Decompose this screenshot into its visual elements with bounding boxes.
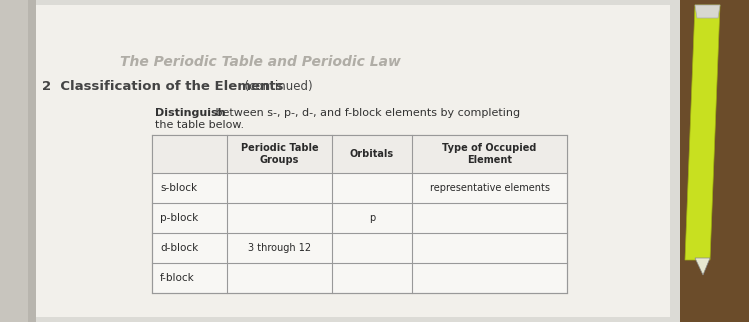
Text: representative elements: representative elements	[429, 183, 550, 193]
Polygon shape	[0, 0, 680, 322]
Text: (continued): (continued)	[237, 80, 312, 93]
Text: p: p	[369, 213, 375, 223]
Polygon shape	[10, 5, 670, 317]
Text: s-block: s-block	[160, 183, 197, 193]
Text: Type of Occupied
Element: Type of Occupied Element	[443, 143, 537, 165]
Bar	[152, 135, 567, 293]
Bar	[152, 135, 567, 173]
Text: d-block: d-block	[160, 243, 198, 253]
Text: f-block: f-block	[160, 273, 195, 283]
Bar	[28, 0, 36, 322]
Polygon shape	[695, 258, 710, 275]
Text: 2  Classification of the Elements: 2 Classification of the Elements	[42, 80, 284, 93]
Text: 3 through 12: 3 through 12	[248, 243, 311, 253]
Text: The Periodic Table and Periodic Law: The Periodic Table and Periodic Law	[120, 55, 401, 69]
Text: between s-, p-, d-, and f-block elements by completing: between s-, p-, d-, and f-block elements…	[212, 108, 520, 118]
Text: Distinguish: Distinguish	[155, 108, 225, 118]
Text: the table below.: the table below.	[155, 120, 244, 130]
Text: Periodic Table
Groups: Periodic Table Groups	[240, 143, 318, 165]
Polygon shape	[685, 5, 720, 260]
Text: p-block: p-block	[160, 213, 198, 223]
Text: Orbitals: Orbitals	[350, 149, 394, 159]
Bar	[0, 0, 30, 322]
Polygon shape	[695, 5, 720, 18]
